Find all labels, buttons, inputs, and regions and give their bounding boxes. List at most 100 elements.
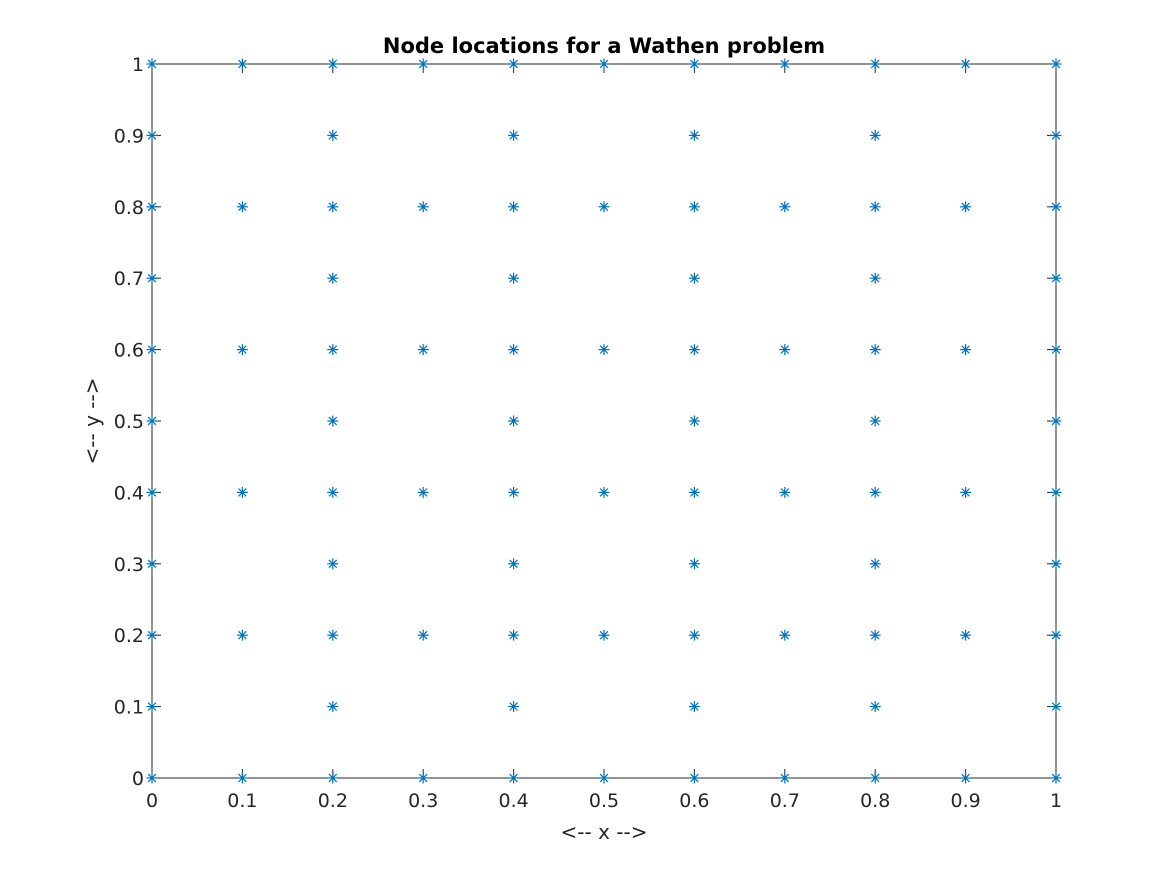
data-point <box>146 772 158 784</box>
y-tick-label: 0.5 <box>114 411 144 433</box>
data-point <box>236 201 248 213</box>
data-point <box>779 486 791 498</box>
data-point <box>960 629 972 641</box>
y-tick-label: 0.8 <box>114 197 144 219</box>
data-point <box>236 58 248 70</box>
data-point <box>508 201 520 213</box>
data-point <box>417 772 429 784</box>
data-point <box>327 486 339 498</box>
data-point <box>688 201 700 213</box>
x-tick-label: 1 <box>1050 790 1062 812</box>
y-tick-label: 0.7 <box>114 268 144 290</box>
data-point <box>508 486 520 498</box>
data-point <box>236 629 248 641</box>
data-point <box>417 344 429 356</box>
data-point <box>869 772 881 784</box>
x-axis-label: <-- x --> <box>561 820 648 844</box>
y-tick-label: 0.4 <box>114 482 144 504</box>
data-point <box>688 486 700 498</box>
data-point <box>146 629 158 641</box>
data-point <box>1050 701 1062 713</box>
y-tick-label: 0.3 <box>114 554 144 576</box>
data-point <box>960 486 972 498</box>
axes-box <box>151 63 1057 779</box>
data-point <box>327 272 339 284</box>
data-point <box>869 629 881 641</box>
data-point <box>508 58 520 70</box>
data-point <box>598 344 610 356</box>
x-tick-label: 0.4 <box>498 790 528 812</box>
data-point <box>146 272 158 284</box>
data-point <box>327 558 339 570</box>
data-point <box>688 558 700 570</box>
data-point <box>869 415 881 427</box>
data-point <box>508 415 520 427</box>
data-point <box>327 772 339 784</box>
data-point <box>960 344 972 356</box>
data-point <box>869 486 881 498</box>
y-tick-label: 0 <box>132 768 144 790</box>
y-tick-labels: 0 0.1 0.2 0.3 0.4 0.5 0.6 0.7 0.8 0.9 1 <box>114 54 144 790</box>
data-point <box>508 701 520 713</box>
data-point <box>869 129 881 141</box>
data-point <box>236 344 248 356</box>
data-point <box>1050 415 1062 427</box>
data-point <box>508 272 520 284</box>
data-point <box>1050 629 1062 641</box>
y-tick-label: 0.1 <box>114 697 144 719</box>
data-point <box>598 486 610 498</box>
data-point <box>417 58 429 70</box>
x-tick-label: 0.2 <box>318 790 348 812</box>
x-tick-label: 0 <box>146 790 158 812</box>
y-tick-label: 0.9 <box>114 125 144 147</box>
data-point <box>146 129 158 141</box>
data-point <box>869 701 881 713</box>
data-point <box>869 344 881 356</box>
data-point <box>327 129 339 141</box>
data-point <box>869 558 881 570</box>
data-point <box>1050 201 1062 213</box>
data-point <box>236 486 248 498</box>
data-point <box>508 558 520 570</box>
data-point <box>327 201 339 213</box>
data-point <box>146 201 158 213</box>
data-markers <box>146 58 1062 784</box>
y-tick-label: 0.2 <box>114 625 144 647</box>
data-point <box>236 772 248 784</box>
data-point <box>598 772 610 784</box>
data-point <box>508 344 520 356</box>
x-tick-labels: 0 0.1 0.2 0.3 0.4 0.5 0.6 0.7 0.8 0.9 1 <box>146 790 1062 812</box>
data-point <box>417 201 429 213</box>
data-point <box>327 58 339 70</box>
data-point <box>1050 558 1062 570</box>
data-point <box>146 701 158 713</box>
data-point <box>688 415 700 427</box>
chart-title: Node locations for a Wathen problem <box>383 34 825 58</box>
data-point <box>417 486 429 498</box>
data-point <box>508 129 520 141</box>
data-point <box>1050 129 1062 141</box>
data-point <box>688 344 700 356</box>
data-point <box>146 344 158 356</box>
data-point <box>779 772 791 784</box>
data-point <box>960 58 972 70</box>
data-point <box>688 701 700 713</box>
data-point <box>146 415 158 427</box>
data-point <box>1050 344 1062 356</box>
data-point <box>598 629 610 641</box>
data-point <box>146 558 158 570</box>
data-point <box>779 58 791 70</box>
data-point <box>1050 58 1062 70</box>
y-tick-label: 0.6 <box>114 340 144 362</box>
data-point <box>508 772 520 784</box>
x-tick-label: 0.9 <box>950 790 980 812</box>
data-point <box>146 58 158 70</box>
data-point <box>688 58 700 70</box>
x-tick-label: 0.3 <box>408 790 438 812</box>
data-point <box>1050 486 1062 498</box>
data-point <box>869 58 881 70</box>
data-point <box>688 772 700 784</box>
x-tick-label: 0.8 <box>860 790 890 812</box>
data-point <box>327 344 339 356</box>
